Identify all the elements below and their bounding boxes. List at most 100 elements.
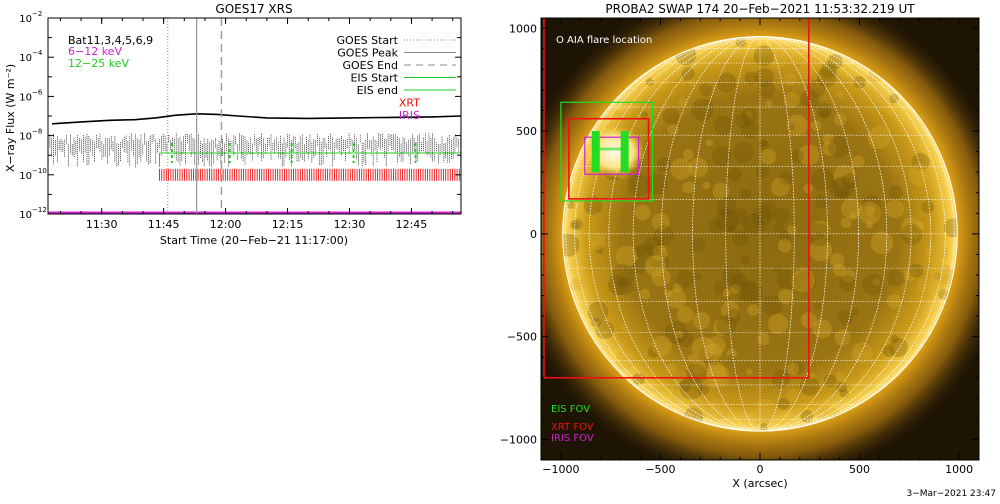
disk-mottle	[909, 163, 932, 186]
disk-mottle	[683, 149, 694, 160]
disk-mottle	[824, 375, 837, 388]
disk-mottle	[787, 225, 797, 235]
disk-mottle	[741, 256, 750, 265]
disk-mottle	[758, 81, 775, 98]
disk-mottle	[839, 275, 856, 292]
disk-mottle	[800, 376, 819, 395]
disk-mottle	[809, 373, 815, 379]
fov-legend-entry: EIS FOV	[551, 404, 590, 415]
disk-mottle	[814, 303, 820, 309]
disk-mottle	[791, 268, 815, 292]
event-legend-entry: XRT	[399, 97, 420, 110]
right-xlabel: X (arcsec)	[732, 477, 787, 490]
disk-mottle	[756, 165, 769, 178]
aia-flare-location-label: O AIA flare location	[556, 35, 652, 46]
right-title: PROBA2 SWAP 174 20−Feb−2021 11:53:32.219…	[605, 2, 915, 16]
y-tick-label: 10	[19, 92, 32, 103]
disk-mottle	[572, 219, 583, 230]
disk-mottle	[917, 278, 931, 292]
disk-mottle	[733, 230, 749, 246]
left-xlabel: Start Time (20−Feb−21 11:17:00)	[160, 234, 348, 247]
disk-mottle	[691, 238, 705, 252]
event-legend-entry: IRIS	[399, 109, 420, 122]
disk-mottle	[691, 98, 714, 121]
disk-mottle	[612, 110, 621, 119]
y-tick-label: 10	[19, 53, 32, 64]
x-tick-label: 1000	[945, 463, 973, 476]
event-legend-entry: EIS Start	[350, 72, 398, 85]
disk-mottle	[909, 263, 923, 277]
disk-mottle	[811, 168, 834, 191]
disk-mottle	[787, 363, 799, 375]
x-tick-label: 12:00	[210, 218, 242, 231]
disk-mottle	[662, 108, 679, 125]
disk-mottle	[741, 121, 759, 139]
disk-mottle	[774, 266, 782, 274]
disk-mottle	[652, 336, 672, 356]
disk-mottle	[836, 382, 847, 393]
event-legend-entry: GOES Peak	[337, 47, 398, 60]
disk-mottle	[647, 173, 668, 194]
disk-mottle	[628, 174, 651, 197]
disk-mottle	[921, 200, 934, 213]
disk-mottle	[746, 369, 752, 375]
disk-mottle	[862, 273, 884, 295]
x-tick-label: 11:45	[148, 218, 180, 231]
disk-mottle	[641, 111, 648, 118]
disk-mottle	[889, 185, 903, 199]
disk-mottle	[713, 115, 733, 135]
x-tick-label: 12:15	[272, 218, 304, 231]
disk-mottle	[766, 101, 773, 108]
disk-mottle	[891, 335, 899, 343]
disk-mottle	[706, 399, 728, 421]
disk-mottle	[706, 139, 713, 146]
y-tick-label: 10	[19, 210, 32, 221]
disk-mottle	[747, 304, 759, 316]
y-tick-label: 10	[19, 132, 32, 143]
x-tick-label: −500	[645, 463, 675, 476]
disk-mottle	[640, 289, 651, 300]
disk-mottle	[909, 134, 921, 146]
disk-mottle	[870, 231, 893, 254]
disk-mottle	[728, 168, 742, 182]
disk-mottle	[667, 363, 677, 373]
xrt-observation-band	[160, 169, 460, 181]
eis-slit-bar	[621, 131, 629, 172]
disk-mottle	[703, 182, 710, 189]
disk-mottle	[727, 354, 736, 363]
disk-mottle	[887, 270, 904, 287]
disk-mottle	[801, 410, 814, 423]
fov-legend-entry: IRIS FOV	[551, 433, 594, 444]
y-tick-label: −1000	[500, 433, 537, 446]
disk-mottle	[671, 158, 693, 180]
disk-mottle	[596, 321, 615, 340]
disk-mottle	[787, 115, 808, 136]
disk-mottle	[819, 109, 829, 119]
disk-mottle	[901, 224, 922, 245]
disk-mottle	[667, 289, 687, 309]
disk-mottle	[704, 343, 722, 361]
x-tick-label: 12:45	[396, 218, 428, 231]
disk-mottle	[741, 189, 752, 200]
disk-mottle	[786, 389, 798, 401]
y-tick-exponent: −12	[32, 206, 47, 214]
goes-short-channel-noise	[48, 133, 461, 167]
disk-mottle	[836, 90, 844, 98]
disk-mottle	[733, 142, 754, 163]
y-tick-exponent: −4	[32, 49, 43, 57]
y-tick-label: 500	[516, 125, 537, 138]
y-tick-label: −500	[507, 331, 537, 344]
disk-mottle	[778, 239, 792, 253]
y-tick-label: 0	[530, 228, 537, 241]
disk-mottle	[693, 312, 710, 329]
y-tick-label: 10	[19, 14, 32, 25]
energy-legend-entry: 12−25 keV	[68, 57, 129, 70]
disk-mottle	[836, 372, 846, 382]
disk-mottle	[772, 370, 790, 388]
disk-mottle	[676, 331, 684, 339]
disk-mottle	[616, 350, 635, 369]
disk-mottle	[646, 78, 654, 86]
